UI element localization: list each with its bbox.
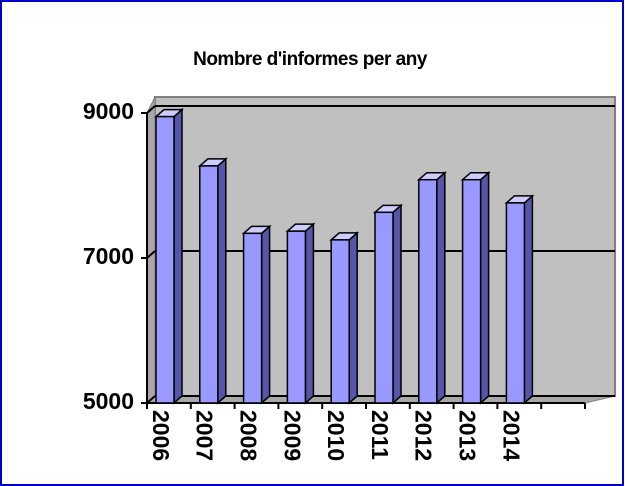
- bar: [374, 211, 394, 404]
- bar-side: [392, 203, 402, 405]
- x-tick-label: 2010: [323, 410, 349, 461]
- x-tick-label: 2008: [236, 410, 262, 461]
- grid-line: [146, 105, 156, 114]
- bar-side: [217, 157, 227, 405]
- bar-side: [260, 224, 271, 405]
- y-tick-label: 7000: [83, 243, 134, 269]
- bar: [461, 178, 482, 404]
- bar: [505, 202, 526, 404]
- bar-side: [304, 222, 315, 405]
- chart-title: Nombre d'informes per any: [193, 49, 428, 70]
- bar-side: [436, 171, 446, 405]
- bar: [199, 165, 219, 404]
- bar-side: [348, 231, 358, 405]
- side-wall: [146, 96, 156, 405]
- grid-line: [146, 395, 156, 404]
- y-tick-label: 5000: [83, 388, 134, 414]
- bar-side: [523, 194, 534, 405]
- bar-side: [479, 171, 490, 405]
- bar-side: [173, 107, 183, 405]
- x-tick-label: 2012: [411, 410, 437, 461]
- x-tick-label: 2014: [498, 410, 524, 461]
- y-tick-label: 9000: [83, 98, 134, 124]
- x-tick-label: 2011: [367, 410, 393, 460]
- bar: [418, 178, 438, 404]
- bar: [286, 230, 307, 404]
- x-tick-label: 2013: [455, 410, 481, 461]
- x-tick-label: 2006: [148, 410, 174, 461]
- x-tick-label: 2007: [192, 410, 218, 461]
- grid-line: [146, 250, 156, 259]
- bar: [155, 115, 175, 404]
- bar: [242, 232, 263, 404]
- x-tick-label: 2009: [279, 410, 305, 461]
- bar: [330, 239, 350, 404]
